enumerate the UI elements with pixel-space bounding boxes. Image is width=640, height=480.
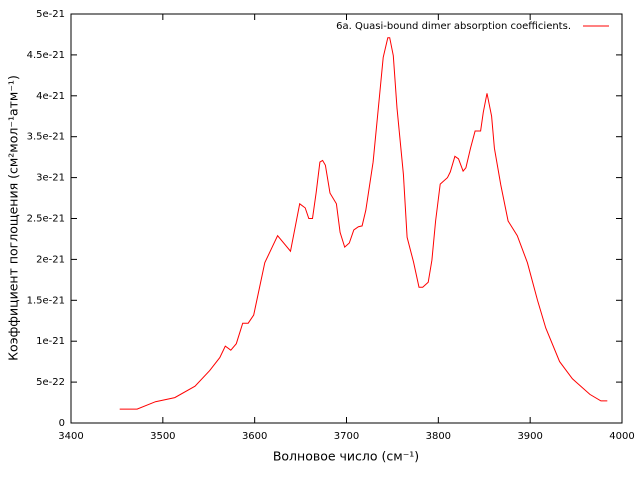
y-tick-label: 2.5e-21: [27, 214, 65, 225]
y-tick-label: 5e-22: [36, 377, 65, 388]
x-tick-label: 3500: [150, 431, 175, 442]
x-tick-label: 3400: [58, 431, 83, 442]
y-tick-label: 1.5e-21: [27, 295, 65, 306]
x-tick-label: 3600: [242, 431, 267, 442]
y-tick-label: 3.5e-21: [27, 132, 65, 143]
x-tick-label: 3900: [517, 431, 542, 442]
legend-label: 6a. Quasi-bound dimer absorption coeffic…: [336, 21, 571, 32]
data-line: [119, 37, 608, 410]
plot-frame: [70, 13, 623, 424]
y-axis-label: Коэффициент поглощения (см²мол⁻¹атм⁻¹): [6, 75, 21, 361]
y-tick-label: 4e-21: [36, 91, 65, 102]
x-tick-label: 3800: [426, 431, 451, 442]
y-tick-label: 1e-21: [36, 336, 65, 347]
y-tick-label: 0: [59, 418, 65, 429]
y-tick-label: 5e-21: [36, 9, 65, 20]
y-tick-label: 2e-21: [36, 254, 65, 265]
x-axis-label: Волновое число (см⁻¹): [273, 449, 419, 464]
y-tick-label: 3e-21: [36, 173, 65, 184]
x-tick-label: 3700: [334, 431, 359, 442]
y-tick-label: 4.5e-21: [27, 50, 65, 61]
x-tick-label: 4000: [609, 431, 634, 442]
